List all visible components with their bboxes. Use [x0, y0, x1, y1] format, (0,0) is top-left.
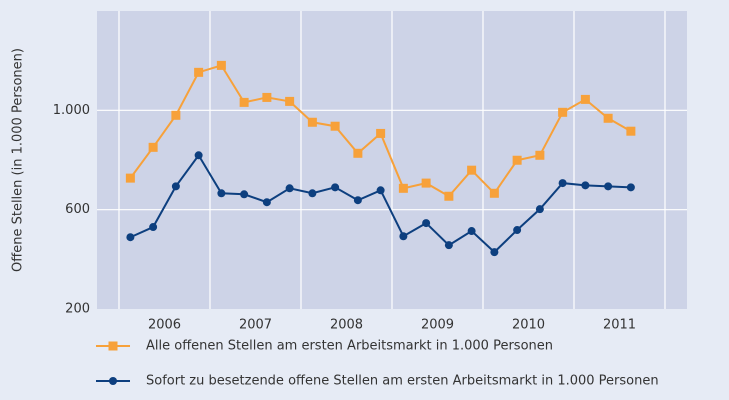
y-tick-label: 600: [65, 202, 90, 217]
data-point: [217, 189, 226, 198]
data-point: [558, 107, 568, 117]
data-point: [422, 219, 431, 228]
data-point: [148, 142, 158, 152]
y-axis-label: Offene Stellen (in 1.000 Personen): [11, 48, 26, 272]
data-point: [376, 186, 385, 195]
y-tick-label: 1.000: [53, 103, 90, 118]
data-point: [603, 113, 613, 123]
x-tick-label: 2010: [512, 318, 545, 333]
data-point: [399, 232, 408, 241]
data-point: [330, 121, 340, 131]
data-point: [421, 178, 431, 188]
data-point: [558, 179, 567, 188]
data-point: [489, 188, 499, 198]
data-point: [149, 223, 158, 232]
data-point: [353, 196, 362, 205]
data-point: [171, 182, 180, 191]
data-point: [467, 227, 476, 236]
data-point: [194, 151, 203, 160]
y-tick-label: 200: [65, 302, 90, 317]
data-point: [308, 189, 317, 198]
data-point: [285, 184, 294, 193]
data-point: [262, 92, 272, 102]
data-point: [580, 94, 590, 104]
data-point: [239, 97, 249, 107]
data-point: [626, 183, 635, 192]
data-point: [125, 173, 135, 183]
data-point: [353, 148, 363, 158]
data-point: [171, 110, 181, 120]
data-point: [467, 165, 477, 175]
data-point: [331, 183, 340, 192]
data-point: [194, 67, 204, 77]
x-tick-label: 2011: [603, 318, 636, 333]
data-point: [512, 155, 522, 165]
legend-label: Alle offenen Stellen am ersten Arbeitsma…: [146, 339, 553, 354]
data-point: [513, 226, 522, 235]
data-point: [626, 126, 636, 136]
x-tick-label: 2009: [421, 318, 454, 333]
legend-label: Sofort zu besetzende offene Stellen am e…: [146, 374, 659, 389]
data-point: [285, 96, 295, 106]
x-tick-label: 2006: [148, 318, 181, 333]
data-point: [581, 181, 590, 190]
data-point: [307, 117, 317, 127]
data-point: [376, 128, 386, 138]
data-point: [240, 190, 249, 199]
x-tick-label: 2007: [239, 318, 272, 333]
data-point: [604, 182, 613, 191]
data-point: [398, 183, 408, 193]
data-point: [262, 198, 271, 207]
x-tick-label: 2008: [330, 318, 363, 333]
data-point: [535, 205, 544, 214]
legend-marker: [108, 341, 118, 351]
data-point: [535, 150, 545, 160]
legend-marker: [109, 377, 117, 385]
data-point: [126, 233, 135, 242]
data-point: [490, 248, 499, 257]
data-point: [216, 60, 226, 70]
data-point: [444, 241, 453, 250]
data-point: [444, 191, 454, 201]
